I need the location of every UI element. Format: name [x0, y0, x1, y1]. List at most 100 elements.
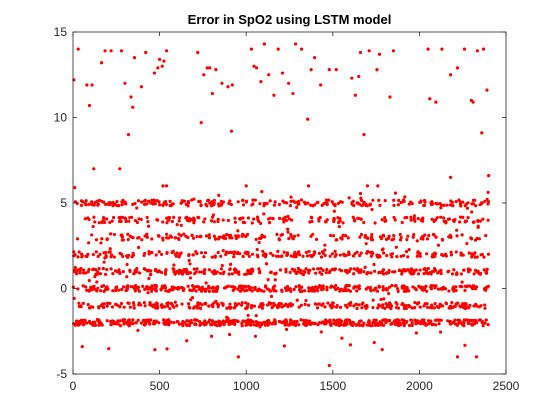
data-point	[338, 319, 341, 322]
data-point	[115, 200, 118, 203]
data-point	[153, 348, 156, 351]
data-point	[125, 275, 128, 278]
data-point	[213, 202, 216, 205]
data-point	[118, 252, 121, 255]
data-point	[356, 285, 359, 288]
data-point	[174, 301, 177, 304]
data-point	[204, 251, 207, 254]
data-point	[391, 270, 394, 273]
data-point	[392, 234, 395, 237]
data-point	[417, 272, 420, 275]
data-point	[355, 289, 358, 292]
data-point	[203, 268, 206, 271]
data-point	[144, 304, 147, 307]
data-point	[230, 203, 233, 206]
data-point	[135, 206, 138, 209]
data-point	[258, 305, 261, 308]
data-point	[478, 237, 481, 240]
data-point	[118, 167, 121, 170]
data-point	[133, 56, 136, 59]
x-tick-label: 1000	[233, 379, 260, 393]
data-point	[146, 220, 149, 223]
data-point	[382, 285, 385, 288]
data-point	[185, 323, 188, 326]
data-point	[198, 270, 201, 273]
data-point	[485, 318, 488, 321]
data-point	[344, 254, 347, 257]
data-point	[92, 285, 95, 288]
data-point	[269, 290, 272, 293]
data-point	[197, 216, 200, 219]
data-point	[277, 48, 280, 51]
data-point	[109, 247, 112, 250]
data-point	[146, 291, 149, 294]
data-point	[248, 269, 251, 272]
data-point	[486, 219, 489, 222]
data-point	[392, 49, 395, 52]
data-point	[172, 250, 175, 253]
data-point	[390, 255, 393, 258]
data-point	[441, 304, 444, 307]
data-point	[111, 289, 114, 292]
data-point	[214, 272, 217, 275]
data-point	[248, 288, 251, 291]
data-point	[472, 202, 475, 205]
data-point	[213, 220, 216, 223]
data-point	[383, 307, 386, 310]
data-point	[289, 196, 292, 199]
data-point	[335, 320, 338, 323]
data-point	[296, 299, 299, 302]
data-point	[444, 253, 447, 256]
data-point	[228, 303, 231, 306]
data-point	[312, 288, 315, 291]
data-point	[98, 199, 101, 202]
data-point	[117, 289, 120, 292]
data-point	[388, 235, 391, 238]
data-point	[187, 272, 190, 275]
data-point	[385, 272, 388, 275]
data-point	[111, 322, 114, 325]
data-point	[362, 270, 365, 273]
data-point	[318, 252, 321, 255]
data-point	[88, 104, 91, 107]
data-point	[251, 221, 254, 224]
data-point	[344, 234, 347, 237]
data-point	[293, 235, 296, 238]
data-point	[449, 73, 452, 76]
data-point	[127, 238, 130, 241]
data-point	[217, 305, 220, 308]
data-point	[225, 250, 228, 253]
data-point	[457, 198, 460, 201]
data-point	[463, 289, 466, 292]
data-point	[79, 322, 82, 325]
data-point	[294, 42, 297, 45]
data-point	[136, 329, 139, 332]
data-point	[160, 304, 163, 307]
data-point	[439, 330, 442, 333]
data-point	[103, 49, 106, 52]
data-point	[289, 288, 292, 291]
data-point	[75, 272, 78, 275]
data-point	[196, 51, 199, 54]
data-point	[127, 324, 130, 327]
data-point	[331, 252, 334, 255]
data-point	[229, 263, 232, 266]
data-point	[245, 184, 248, 187]
data-point	[317, 219, 320, 222]
data-point	[237, 270, 240, 273]
data-point	[192, 237, 195, 240]
data-point	[474, 239, 477, 242]
data-point	[120, 200, 123, 203]
data-point	[98, 221, 101, 224]
data-point	[228, 333, 231, 336]
data-point	[368, 49, 371, 52]
data-point	[481, 202, 484, 205]
data-point	[165, 302, 168, 305]
data-point	[452, 288, 455, 291]
data-point	[403, 268, 406, 271]
data-point	[104, 254, 107, 257]
data-point	[341, 221, 344, 224]
data-point	[297, 267, 300, 270]
data-point	[476, 49, 479, 52]
data-point	[143, 199, 146, 202]
